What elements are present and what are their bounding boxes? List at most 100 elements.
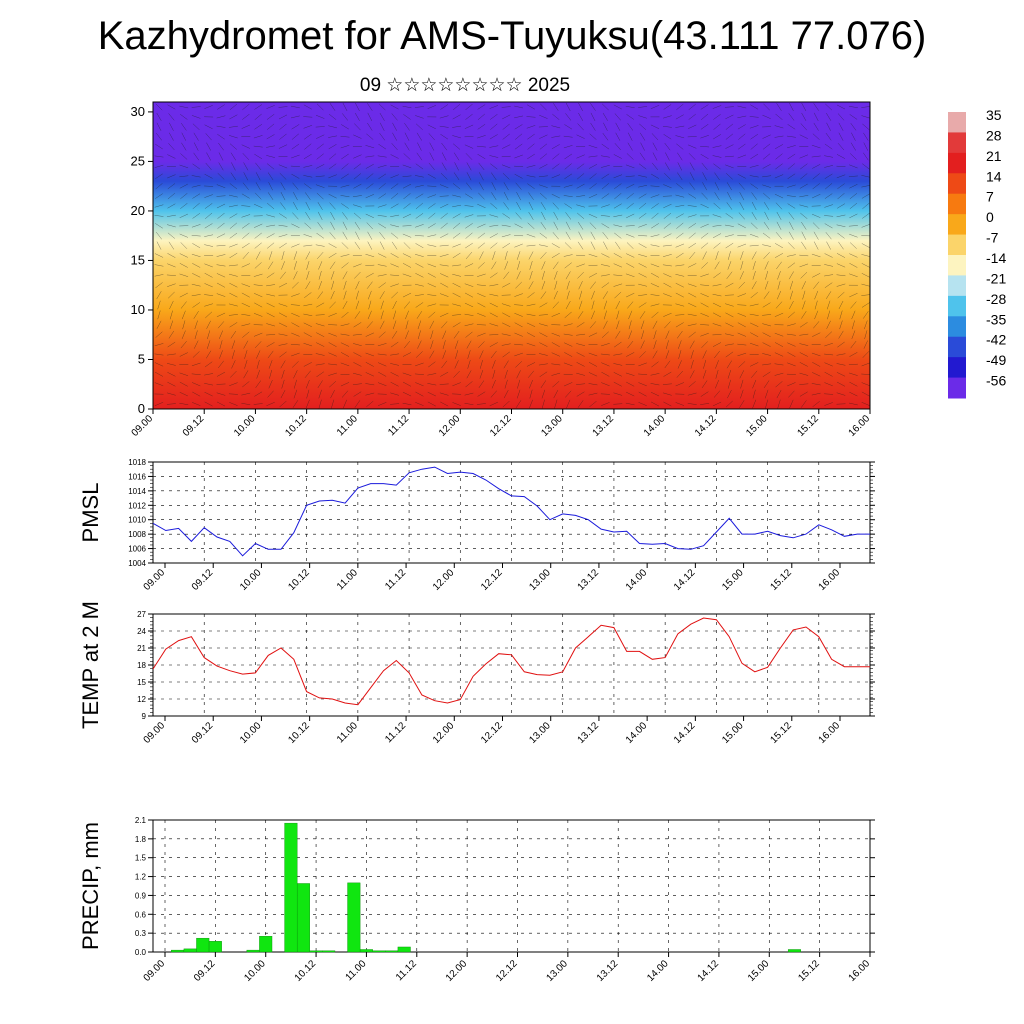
wind-barb — [489, 155, 499, 158]
wind-barb — [167, 253, 176, 258]
wind-barb — [576, 254, 586, 257]
wind-barb — [479, 251, 484, 260]
wind-barb — [155, 331, 163, 338]
wind-barb — [712, 155, 722, 158]
wind-barb — [477, 242, 486, 249]
temp2m-x-tick-label: 14.12 — [672, 720, 698, 746]
wind-barb — [712, 284, 722, 287]
wind-barb — [316, 192, 324, 200]
wind-barb — [378, 103, 386, 111]
wind-barb — [565, 102, 571, 112]
wind-barb — [340, 254, 350, 257]
wind-barb — [725, 164, 734, 169]
wind-barb — [576, 263, 585, 268]
wind-barb — [749, 116, 759, 118]
wind-barb — [465, 242, 473, 249]
wind-barb — [625, 225, 635, 227]
colorbar-label: -56 — [986, 373, 1006, 389]
wind-barb — [489, 224, 499, 227]
wind-barb — [355, 102, 360, 112]
wind-barb — [651, 133, 659, 141]
wind-barb — [565, 221, 571, 230]
wind-barb — [551, 352, 561, 357]
wind-barb — [715, 251, 719, 260]
wind-barb — [352, 195, 362, 197]
wind-barb — [228, 393, 238, 395]
wind-barb — [379, 241, 385, 250]
precip-y-tick-label: 1.5 — [135, 854, 147, 863]
wind-barb — [267, 192, 274, 201]
wind-barb — [316, 371, 325, 378]
wind-barb — [427, 223, 436, 229]
wind-barb — [428, 311, 436, 319]
wind-barb — [688, 292, 697, 298]
wind-barb — [824, 204, 833, 208]
wind-barb — [365, 253, 375, 258]
wind-barb — [615, 132, 621, 141]
wind-barb — [862, 163, 870, 170]
wind-barb — [775, 232, 783, 240]
wind-barb — [452, 103, 461, 111]
wind-barb — [216, 273, 226, 278]
wind-barb — [762, 363, 772, 366]
wind-barb — [787, 311, 795, 319]
wind-barb — [477, 113, 486, 120]
wind-barb — [824, 173, 833, 179]
wind-barb — [749, 175, 759, 178]
wind-barb — [303, 332, 312, 338]
wind-barb — [750, 143, 758, 150]
wind-barb — [540, 252, 547, 259]
wind-barb — [253, 145, 263, 148]
wind-barb — [614, 193, 622, 200]
wind-barb — [429, 152, 435, 161]
wind-barb — [465, 223, 473, 229]
wind-barb — [415, 202, 424, 210]
wind-barb — [563, 184, 573, 188]
wind-barb — [414, 294, 424, 297]
wind-barb — [527, 143, 535, 150]
wind-barb — [676, 143, 684, 150]
wind-barb — [664, 360, 671, 369]
wind-barb — [727, 369, 732, 379]
colorbar-swatch — [948, 152, 966, 174]
wind-barb — [700, 391, 709, 397]
wind-barb — [439, 392, 449, 396]
wind-barb — [750, 133, 759, 140]
wind-barb — [365, 392, 375, 396]
precip-x-tick-label: 09.00 — [142, 958, 168, 984]
wind-barb — [626, 203, 634, 209]
wind-barb — [752, 399, 757, 409]
wind-barb — [390, 263, 399, 268]
wind-barb — [303, 362, 312, 367]
wind-barb — [278, 234, 288, 238]
wind-barb — [492, 369, 496, 379]
wind-barb — [503, 271, 510, 279]
wind-barb — [216, 371, 226, 377]
colorbar-swatch — [948, 214, 966, 236]
pmsl-y-tick-label: 1014 — [128, 487, 146, 496]
wind-barb — [776, 390, 782, 399]
wind-barb — [827, 310, 831, 320]
wind-barb — [279, 172, 287, 180]
wind-barb — [700, 223, 709, 228]
wind-barb — [253, 313, 263, 317]
wind-barb — [849, 202, 858, 210]
wind-barb — [775, 113, 783, 120]
wind-barb — [440, 222, 448, 229]
wind-barb — [304, 143, 312, 150]
wind-barb — [713, 114, 721, 120]
wind-barb — [191, 373, 201, 376]
wind-barb — [552, 261, 559, 270]
wind-barb — [613, 203, 622, 209]
precip-x-tick-label: 12.00 — [444, 958, 470, 984]
wind-barb — [293, 271, 298, 280]
colorbar-label: -7 — [986, 230, 999, 246]
colorbar-label: 0 — [986, 209, 994, 225]
wind-barb — [600, 274, 610, 277]
wind-barb — [763, 221, 770, 230]
wind-barb — [650, 294, 660, 296]
wind-barb — [366, 183, 374, 190]
xsec-y-tick-label: 25 — [131, 153, 145, 168]
wind-barb — [861, 185, 870, 188]
wind-barb — [625, 105, 635, 109]
